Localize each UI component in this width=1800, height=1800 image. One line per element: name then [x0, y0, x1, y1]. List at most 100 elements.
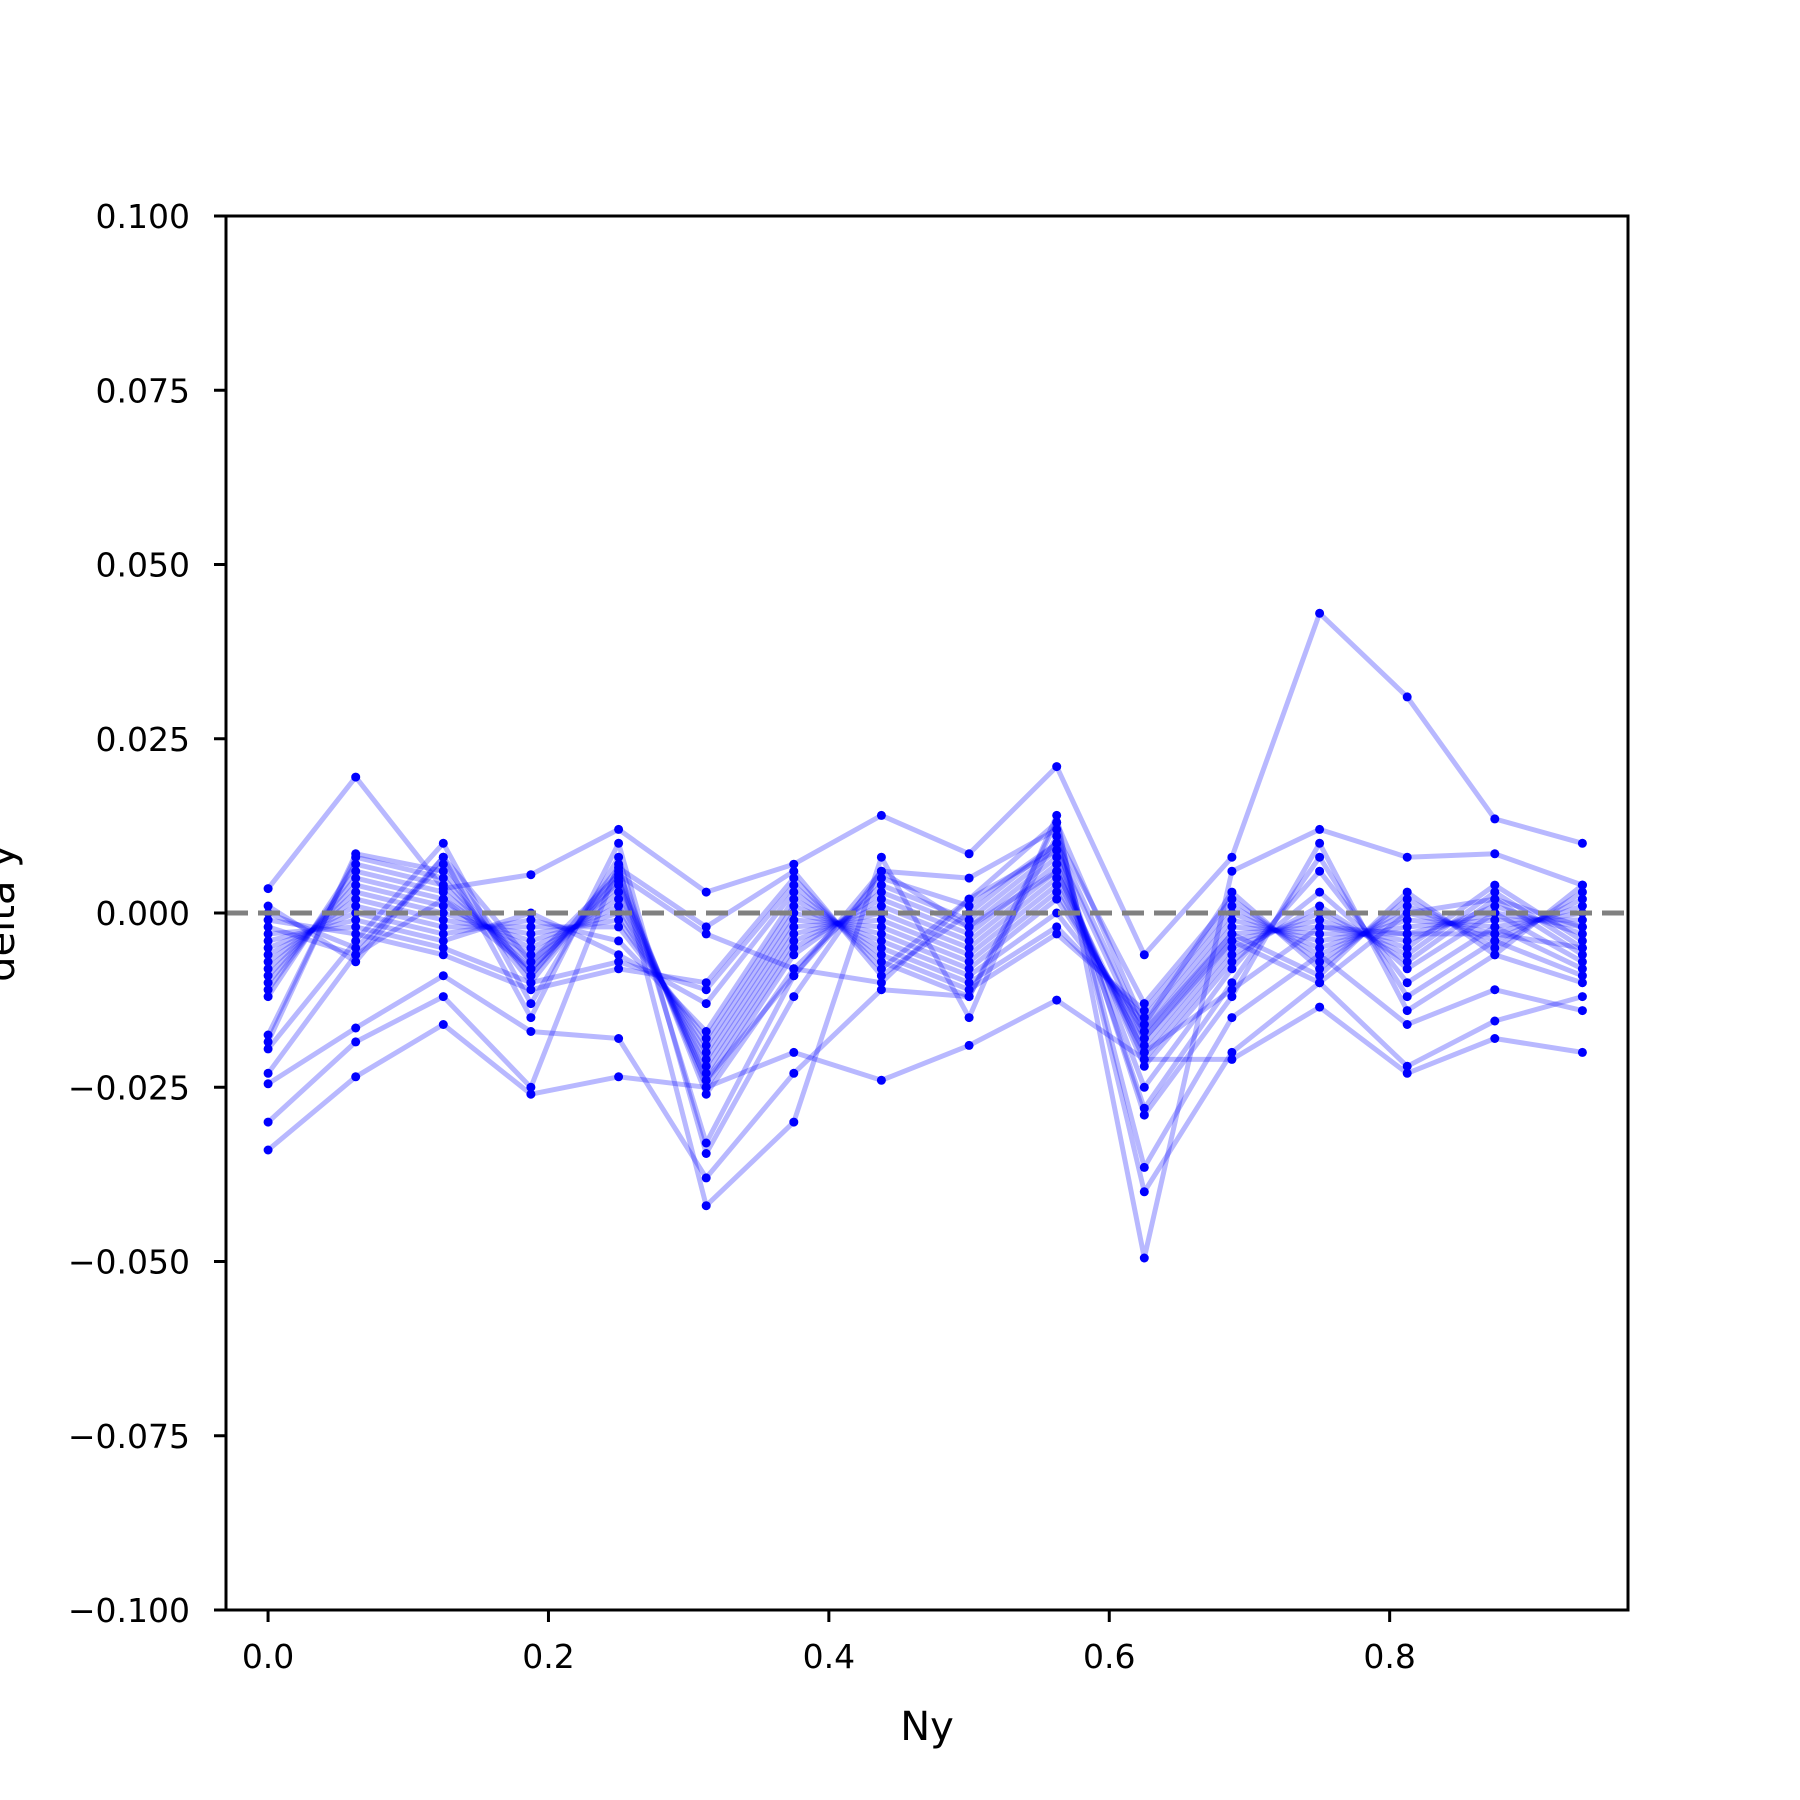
data-point	[263, 1037, 273, 1047]
data-point	[701, 1061, 711, 1071]
data-point	[1402, 1020, 1412, 1029]
y-tick-label: 0.100	[96, 197, 190, 236]
data-point	[1490, 915, 1500, 925]
data-point	[1227, 1054, 1237, 1064]
data-point	[438, 992, 448, 1002]
data-point	[263, 971, 273, 981]
data-point	[1227, 922, 1237, 932]
data-point	[1402, 1068, 1412, 1078]
data-point	[876, 915, 886, 925]
data-point	[1227, 943, 1237, 953]
data-point	[614, 824, 624, 834]
series-line-9	[266, 861, 1584, 1083]
data-point	[1052, 873, 1062, 883]
y-tick-label: −0.025	[68, 1068, 190, 1107]
data-point	[526, 943, 536, 953]
data-point	[438, 971, 448, 981]
data-point	[1052, 922, 1062, 932]
data-point	[263, 901, 273, 911]
data-point	[789, 964, 799, 974]
data-point	[438, 929, 448, 939]
data-point	[351, 901, 361, 911]
data-point	[614, 838, 624, 848]
data-point	[1315, 922, 1325, 932]
data-point	[1052, 880, 1062, 890]
data-point	[526, 978, 536, 988]
data-point	[1577, 1047, 1587, 1057]
data-point	[876, 936, 886, 946]
data-point	[614, 894, 624, 904]
data-point	[1315, 887, 1325, 897]
series-line-7	[265, 847, 1584, 1111]
data-point	[701, 922, 711, 932]
data-point	[351, 957, 361, 967]
y-tick-label: −0.100	[68, 1591, 190, 1630]
data-point	[1315, 978, 1325, 988]
series-line-15	[266, 903, 1583, 1041]
series-line-13	[266, 889, 1584, 1055]
y-axis: −0.100 −0.075 −0.050 −0.025 0.000 0.025 0.050 0…	[68, 197, 226, 1630]
series-line-1	[266, 610, 1584, 958]
data-point	[1577, 887, 1587, 897]
data-point	[1227, 866, 1237, 876]
data-point	[1139, 1006, 1149, 1016]
data-point	[1490, 936, 1500, 946]
data-point	[1402, 957, 1412, 967]
data-point	[614, 964, 624, 974]
data-point	[1402, 978, 1412, 988]
data-point	[526, 1082, 536, 1092]
series-line-5	[266, 826, 1583, 1170]
data-point	[1052, 866, 1062, 876]
data-point	[351, 943, 361, 953]
data-point	[351, 915, 361, 925]
series-line-8	[265, 854, 1584, 1090]
data-point	[351, 859, 361, 869]
data-point	[1577, 894, 1587, 904]
x-tick-label: 0.0	[242, 1637, 294, 1676]
data-point	[1490, 901, 1500, 911]
y-tick-label: −0.075	[68, 1417, 190, 1456]
data-point	[1227, 985, 1237, 995]
data-point	[526, 929, 536, 939]
data-point	[1490, 929, 1500, 939]
data-point	[351, 1023, 361, 1033]
series-line-10	[266, 868, 1584, 1076]
data-point	[1577, 922, 1587, 932]
data-point	[1052, 845, 1062, 855]
data-point	[789, 1117, 799, 1127]
data-point	[263, 1117, 273, 1127]
data-point	[263, 915, 273, 925]
series-line-19	[267, 819, 1584, 1027]
data-point	[1402, 1006, 1412, 1016]
data-point	[1402, 922, 1412, 932]
data-point	[1052, 894, 1062, 904]
data-point	[1402, 887, 1412, 897]
data-point	[701, 1034, 711, 1043]
data-point	[1490, 1034, 1500, 1043]
data-point	[351, 894, 361, 904]
data-point	[1139, 1061, 1149, 1071]
data-point	[701, 887, 711, 897]
data-point	[964, 929, 974, 939]
data-point	[263, 1145, 273, 1155]
data-point	[876, 894, 886, 904]
data-point	[1402, 950, 1412, 960]
series-layer	[265, 610, 1584, 1261]
data-point	[614, 1034, 624, 1043]
data-point	[1139, 1253, 1149, 1263]
data-point	[701, 1027, 711, 1036]
data-point	[876, 880, 886, 890]
series-line-3	[266, 812, 1584, 1261]
data-point	[1577, 901, 1587, 911]
data-point	[1227, 1047, 1237, 1057]
data-point	[1227, 901, 1237, 911]
data-point	[351, 950, 361, 960]
data-point	[1139, 1040, 1149, 1050]
data-point	[526, 936, 536, 946]
data-point	[1490, 849, 1500, 859]
y-tick-label: −0.050	[68, 1243, 190, 1282]
data-point	[614, 915, 624, 925]
data-point	[1490, 887, 1500, 897]
x-tick-label: 0.6	[1083, 1637, 1135, 1676]
